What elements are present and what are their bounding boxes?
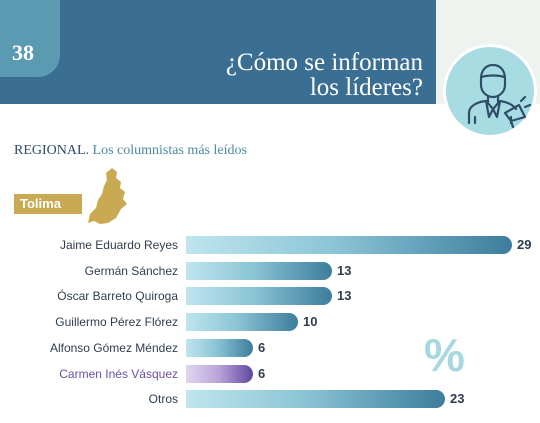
icon-circle bbox=[443, 44, 537, 138]
value-label: 6 bbox=[258, 365, 266, 381]
category-label: Jaime Eduardo Reyes bbox=[59, 238, 178, 252]
category-label: Alfonso Gómez Méndez bbox=[49, 340, 178, 355]
value-label: 13 bbox=[337, 288, 352, 304]
bar bbox=[186, 364, 253, 383]
bar-chart: Jaime Eduardo Reyes 29 Germán Sánchez 13 Ósc… bbox=[0, 230, 540, 420]
value-label: 13 bbox=[337, 262, 352, 278]
bar bbox=[186, 261, 332, 280]
tolima-map-icon bbox=[88, 168, 127, 224]
bar bbox=[186, 313, 298, 332]
category-label: Germán Sánchez bbox=[84, 263, 178, 278]
page-title: ¿Cómo se informan los líderes? bbox=[226, 50, 423, 100]
value-label: 10 bbox=[303, 314, 318, 330]
page-tab: 38 bbox=[0, 0, 60, 77]
region-tag: Tolima bbox=[14, 194, 82, 214]
category-label: Carmen Inés Vásquez bbox=[59, 366, 178, 381]
subtitle-rest: Los columnistas más leídos bbox=[92, 143, 247, 158]
chart-subtitle: REGIONAL. Los columnistas más leídos bbox=[14, 143, 247, 159]
bar bbox=[186, 390, 445, 409]
value-label: 29 bbox=[517, 237, 532, 252]
page-number: 38 bbox=[12, 40, 34, 65]
category-label: Otros bbox=[148, 392, 178, 407]
value-label: 6 bbox=[258, 339, 266, 355]
title-line-1: ¿Cómo se informan bbox=[225, 49, 423, 76]
journalist-megaphone-icon bbox=[467, 63, 531, 129]
category-label: Óscar Barreto Quiroga bbox=[57, 289, 178, 304]
category-label: Guillermo Pérez Flórez bbox=[55, 315, 178, 330]
bar bbox=[186, 338, 253, 357]
subtitle-lead: REGIONAL. bbox=[14, 143, 90, 158]
bar bbox=[186, 236, 512, 254]
value-label: 23 bbox=[450, 391, 465, 407]
title-line-2: los líderes? bbox=[309, 74, 423, 101]
percent-symbol: % bbox=[424, 329, 465, 381]
bar bbox=[186, 287, 332, 306]
